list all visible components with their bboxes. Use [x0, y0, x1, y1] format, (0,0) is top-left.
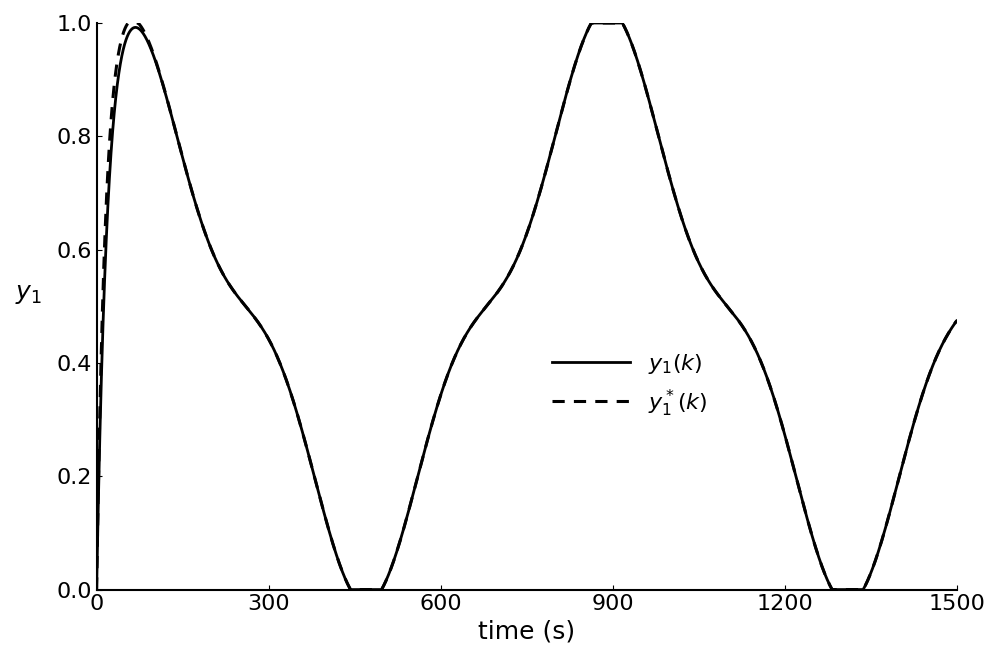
$y_1^*(k)$ [951, 317, 963, 325]
$y_1^*(k)$ [638, 78, 650, 86]
$y_1(k)$ [638, 78, 650, 86]
$y_1(k)$ [573, 49, 585, 57]
Line: $y_1^*(k)$: $y_1^*(k)$ [97, 23, 957, 590]
Y-axis label: $y_1$: $y_1$ [15, 282, 42, 306]
$y_1(k)$ [776, 420, 788, 428]
$y_1(k)$ [951, 317, 963, 325]
$y_1^*(k)$ [949, 320, 961, 328]
$y_1^*(k)$ [122, 19, 134, 27]
$y_1(k)$ [949, 320, 961, 328]
X-axis label: time (s): time (s) [478, 620, 575, 644]
$y_1^*(k)$ [831, 586, 843, 594]
$y_1(k)$ [91, 586, 103, 594]
$y_1^*(k)$ [573, 49, 585, 57]
$y_1(k)$ [831, 586, 843, 594]
$y_1^*(k)$ [91, 586, 103, 594]
Line: $y_1(k)$: $y_1(k)$ [97, 23, 957, 590]
$y_1^*(k)$ [776, 420, 788, 428]
$y_1(k)$ [347, 586, 359, 594]
$y_1^*(k)$ [347, 586, 359, 594]
Legend: $y_1(k)$, $y_1^*(k)$: $y_1(k)$, $y_1^*(k)$ [543, 343, 716, 428]
$y_1(k)$ [585, 19, 597, 27]
